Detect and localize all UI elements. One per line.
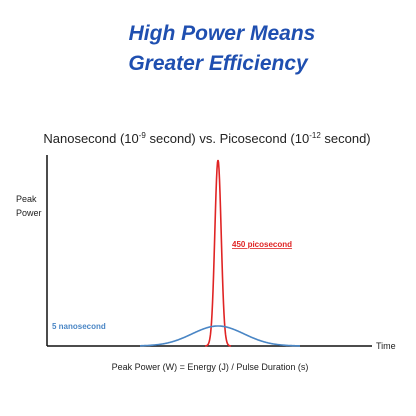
title-part: second) vs. Picosecond (10 [146,131,309,146]
title-part: second) [321,131,371,146]
x-label: Time [376,341,396,351]
formula: Peak Power (W) = Energy (J) / Pulse Dura… [112,362,309,372]
chart-title: Nanosecond (10-9 second) vs. Picosecond … [43,131,370,146]
y-label: Peak [16,194,37,204]
pulse-label: 450 picosecond [232,240,292,249]
pulse-label: 5 nanosecond [52,322,106,331]
headline: High Power Means [129,22,316,45]
superscript: -12 [309,131,321,140]
picosecond-pulse [204,159,232,347]
superscript: -9 [139,131,147,140]
y-label: Power [16,208,42,218]
title-part: Nanosecond (10 [43,131,138,146]
headline: Greater Efficiency [128,52,309,75]
nanosecond-pulse [140,325,300,347]
